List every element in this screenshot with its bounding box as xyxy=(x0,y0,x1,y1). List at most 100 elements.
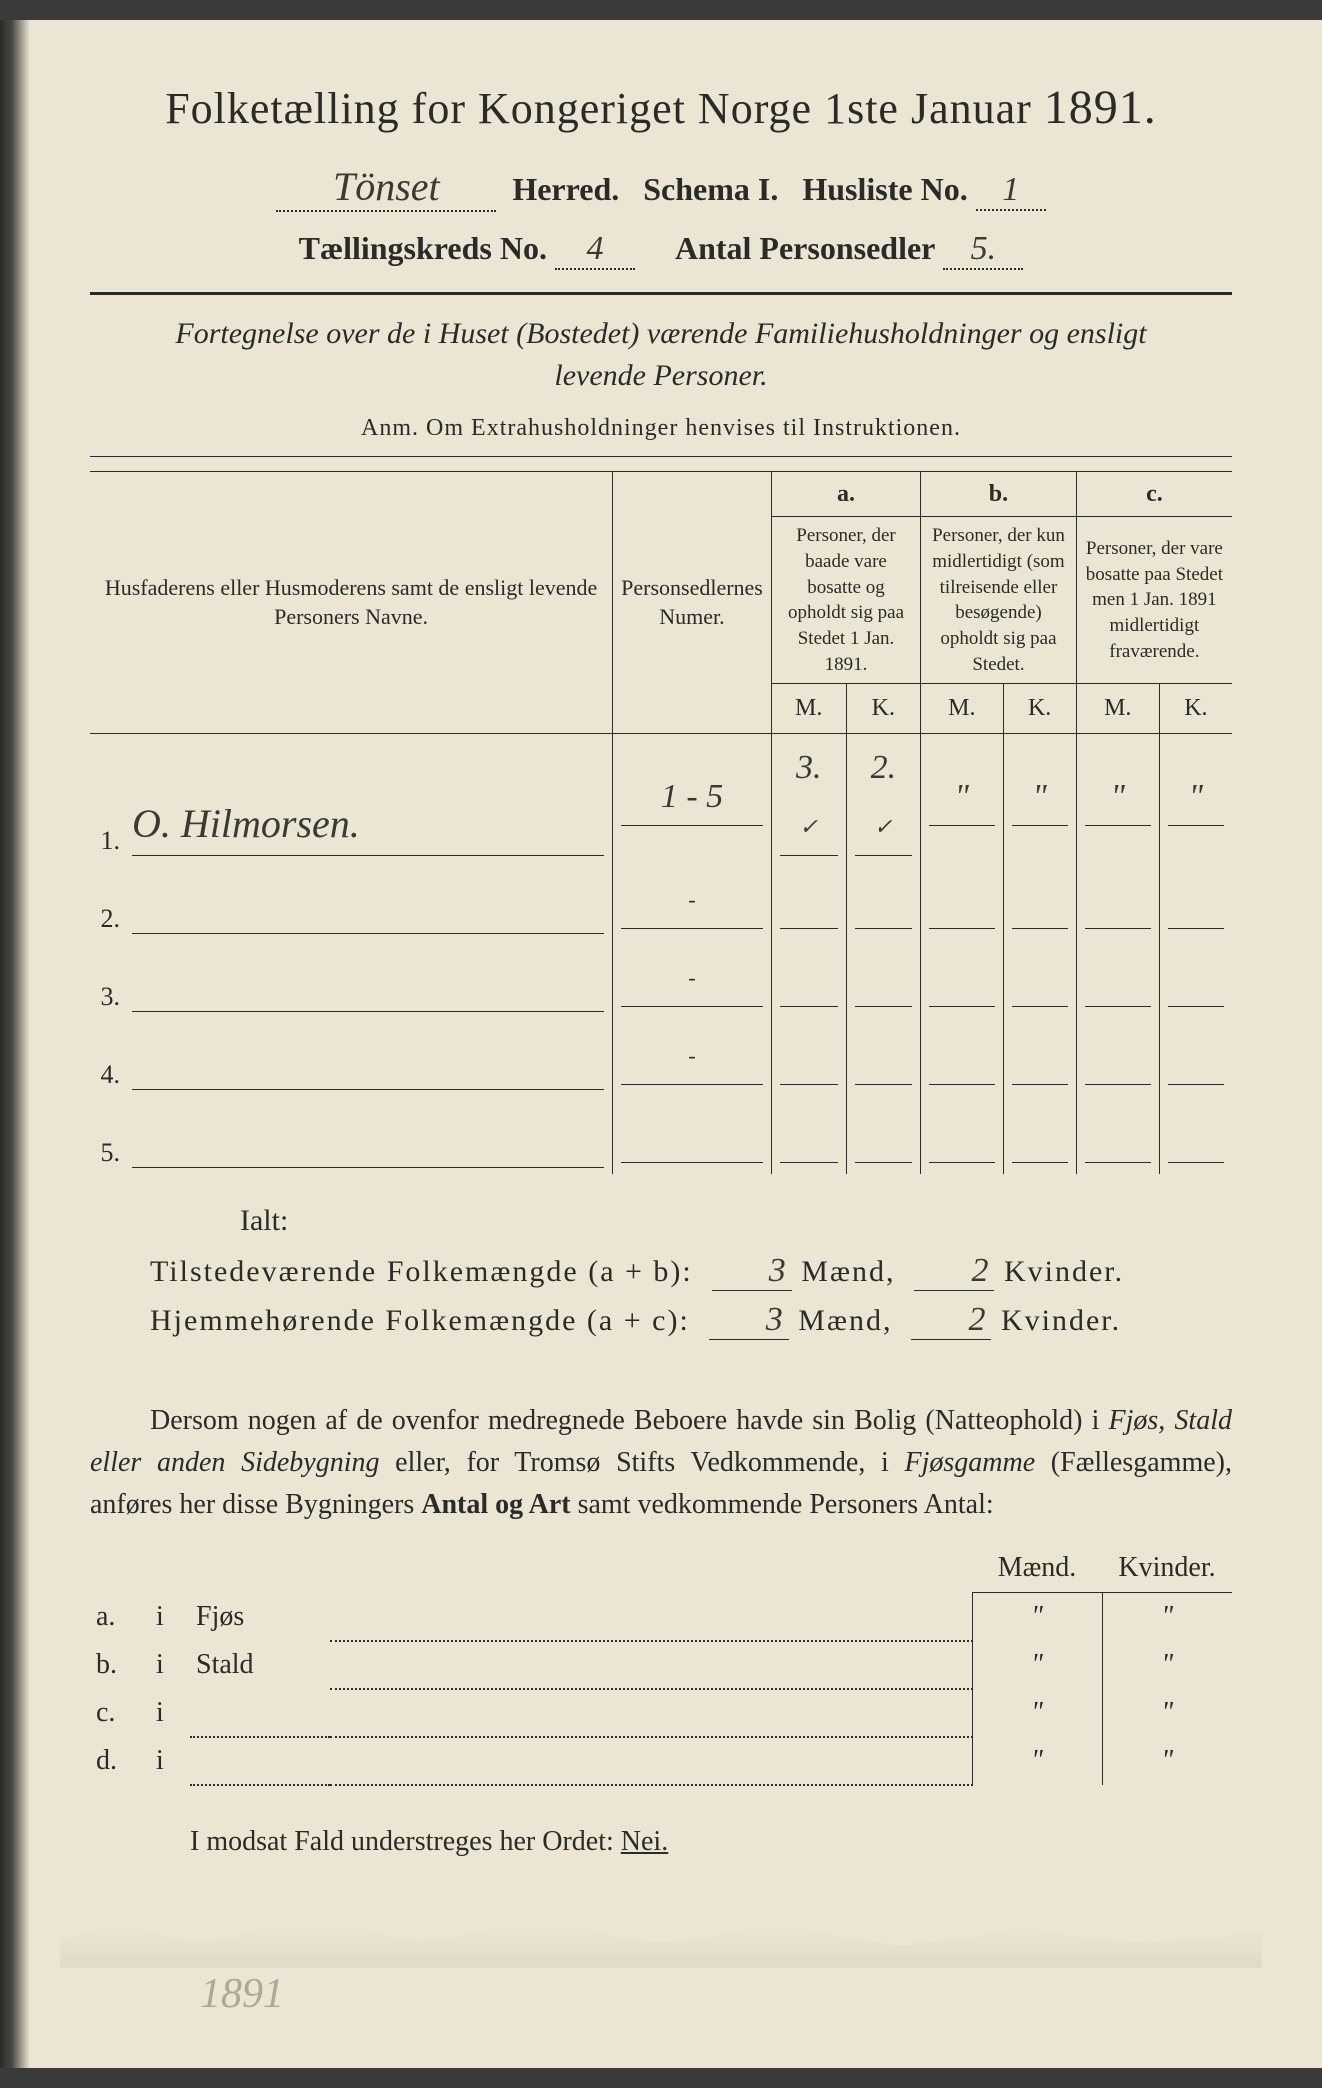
col1-text: Husfaderens eller Husmoderens samt de en… xyxy=(105,575,597,630)
side-m: " xyxy=(972,1737,1102,1785)
herred-label: Herred. xyxy=(512,171,619,207)
cK-value xyxy=(1168,1107,1224,1163)
tilstede-k: 2 xyxy=(914,1252,994,1291)
subtitle: Fortegnelse over de i Huset (Bostedet) v… xyxy=(90,313,1232,397)
side-dots xyxy=(330,1737,972,1785)
antal-value: 5. xyxy=(943,230,1023,270)
aK-cell xyxy=(846,862,921,940)
bM-value xyxy=(929,1107,994,1163)
side-row: c. i " " xyxy=(90,1689,1232,1737)
side-dots xyxy=(330,1592,972,1641)
cK-cell xyxy=(1159,1096,1232,1174)
a-k: K. xyxy=(846,684,921,733)
num-cell xyxy=(613,1096,772,1174)
nei-word: Nei. xyxy=(621,1826,668,1857)
bK-value xyxy=(1012,1107,1068,1163)
aK-cell: 2.✓ xyxy=(846,733,921,862)
aM-cell xyxy=(771,862,846,940)
aK-value xyxy=(855,873,913,929)
hjemme-line: Hjemmehørende Folkemængde (a + c): 3 Mæn… xyxy=(150,1301,1232,1340)
bM-cell xyxy=(921,1096,1003,1174)
side-d: d. xyxy=(90,1737,150,1785)
aM-value xyxy=(780,1107,838,1163)
side-m: " xyxy=(972,1592,1102,1641)
num-cell: 1 - 5 xyxy=(613,733,772,862)
side-type: Stald xyxy=(190,1641,330,1689)
b-m: M. xyxy=(921,684,1003,733)
divider xyxy=(90,292,1232,295)
side-m: " xyxy=(972,1641,1102,1689)
subtitle-line1: Fortegnelse over de i Huset (Bostedet) v… xyxy=(175,317,1146,350)
num-cell: - xyxy=(613,862,772,940)
husliste-no: 1 xyxy=(976,171,1046,211)
aM-cell xyxy=(771,940,846,1018)
side-type: Fjøs xyxy=(190,1592,330,1641)
name-value xyxy=(132,1034,604,1090)
cK-cell xyxy=(1159,1018,1232,1096)
bK-cell: " xyxy=(1003,733,1076,862)
cM-value xyxy=(1085,1029,1151,1085)
title-year: 1891. xyxy=(1044,81,1157,134)
bK-value xyxy=(1012,1029,1068,1085)
faded-date: 1891 xyxy=(200,1970,284,2018)
side-dots xyxy=(330,1641,972,1689)
bK-cell xyxy=(1003,862,1076,940)
side-k: " xyxy=(1102,1641,1232,1689)
ialt-label: Ialt: xyxy=(240,1204,1232,1238)
bM-value: " xyxy=(929,769,994,826)
para-t2: eller, for Tromsø Stifts Vedkommende, i xyxy=(380,1447,905,1478)
aK-value: 2.✓ xyxy=(855,740,913,856)
cM-value xyxy=(1085,951,1151,1007)
side-header: Mænd. Kvinder. xyxy=(90,1544,1232,1593)
name-value xyxy=(132,956,604,1012)
col-a-label: a. xyxy=(771,472,920,517)
hjemme-m: 3 xyxy=(709,1301,789,1340)
side-type xyxy=(190,1737,330,1785)
aM-value xyxy=(780,951,838,1007)
cM-cell xyxy=(1076,1096,1159,1174)
tilstede-m: 3 xyxy=(712,1252,792,1291)
title-text: Folketælling for Kongeriget Norge 1ste J… xyxy=(165,84,1032,133)
para-em2: Fjøsgamme xyxy=(904,1447,1035,1478)
name-value: O. Hilmorsen. xyxy=(132,800,604,856)
hjemme-label: Hjemmehørende Folkemængde (a + c): xyxy=(150,1304,690,1337)
num-value: - xyxy=(621,950,763,1007)
schema-label: Schema I. xyxy=(643,171,778,207)
bK-value xyxy=(1012,873,1068,929)
b-k: K. xyxy=(1003,684,1076,733)
row-num: 1. xyxy=(90,733,128,862)
cM-value: " xyxy=(1085,769,1151,826)
document-page: Folketælling for Kongeriget Norge 1ste J… xyxy=(0,20,1322,2068)
bK-cell xyxy=(1003,1096,1076,1174)
maend-label: Mænd, xyxy=(801,1255,895,1288)
aK-cell xyxy=(846,940,921,1018)
side-row: a. i Fjøs " " xyxy=(90,1592,1232,1641)
num-cell: - xyxy=(613,1018,772,1096)
col-a-text: Personer, der baade vare bosatte og opho… xyxy=(771,517,920,684)
side-m: " xyxy=(972,1689,1102,1737)
row-num: 3. xyxy=(90,940,128,1018)
cM-value xyxy=(1085,873,1151,929)
aK-cell xyxy=(846,1018,921,1096)
num-value xyxy=(621,1107,763,1163)
cM-cell: " xyxy=(1076,733,1159,862)
cK-value xyxy=(1168,873,1224,929)
side-dots xyxy=(330,1689,972,1737)
side-i: i xyxy=(150,1592,190,1641)
aK-value xyxy=(855,1029,913,1085)
side-row: b. i Stald " " xyxy=(90,1641,1232,1689)
para-t4: samt vedkommende Personers Antal: xyxy=(571,1489,994,1520)
bM-cell xyxy=(921,940,1003,1018)
side-i: i xyxy=(150,1689,190,1737)
bM-value xyxy=(929,873,994,929)
paragraph: Dersom nogen af de ovenfor medregnede Be… xyxy=(90,1400,1232,1526)
c-k: K. xyxy=(1159,684,1232,733)
cM-value xyxy=(1085,1107,1151,1163)
num-cell: - xyxy=(613,940,772,1018)
anm-note: Anm. Om Extrahusholdninger henvises til … xyxy=(90,415,1232,442)
table-row: 2. - xyxy=(90,862,1232,940)
col-numer-header: Personsedlernes Numer. xyxy=(613,472,772,734)
side-k: " xyxy=(1102,1592,1232,1641)
torn-edge xyxy=(60,1918,1262,1968)
col-b-label: b. xyxy=(921,472,1077,517)
